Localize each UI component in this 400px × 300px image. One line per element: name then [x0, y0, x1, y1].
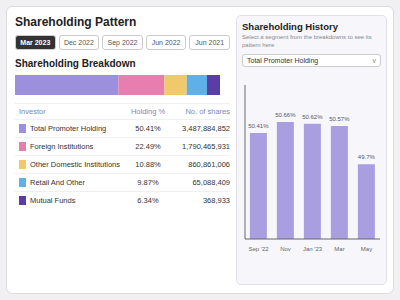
html-text:860,861,006: 860,861,006	[188, 160, 230, 169]
html-text:Other Domestic Institutions: Other Domestic Institutions	[30, 160, 120, 169]
svg-text:50.62%: 50.62%	[302, 114, 323, 120]
html-text:Investor: Investor	[19, 107, 46, 116]
html-text:1,790,465,931: 1,790,465,931	[182, 142, 230, 151]
html-text:Jun 2022: Jun 2022	[151, 39, 181, 46]
html-text:65,088,409: 65,088,409	[192, 178, 230, 187]
html-text:Foreign Institutions: Foreign Institutions	[30, 142, 94, 151]
svg-text:50.66%: 50.66%	[275, 112, 296, 118]
html-text:50.41%: 50.41%	[135, 124, 161, 133]
html-text:Total Promoter Holding: Total Promoter Holding	[247, 57, 319, 64]
svg-text:Sep '22: Sep '22	[248, 246, 269, 252]
html-text:Jun 2021: Jun 2021	[195, 39, 225, 46]
svg-text:Jan '23: Jan '23	[303, 246, 323, 252]
html-text:9.87%: 9.87%	[137, 178, 159, 187]
svg-text:49.7%: 49.7%	[358, 154, 376, 160]
svg-text:Nov: Nov	[280, 246, 291, 252]
html-text:6.34%: 6.34%	[137, 196, 159, 205]
html-text:Mutual Funds: Mutual Funds	[30, 196, 76, 205]
html-text:Sep 2022: Sep 2022	[107, 39, 138, 46]
html-text:Shareholding Breakdown: Shareholding Breakdown	[15, 58, 136, 69]
html-text:22.49%: 22.49%	[135, 142, 161, 151]
html-text:10.88%: 10.88%	[135, 160, 161, 169]
svg-text:May: May	[361, 246, 372, 252]
html-text:No. of shares: No. of shares	[185, 107, 230, 116]
html-text:Retail And Other: Retail And Other	[30, 178, 85, 187]
html-text:v: v	[372, 57, 376, 64]
html-text:Shareholding Pattern: Shareholding Pattern	[15, 15, 137, 29]
html-text:Dec 2022: Dec 2022	[63, 39, 94, 46]
svg-text:50.57%: 50.57%	[329, 116, 350, 122]
svg-text:50.41%: 50.41%	[248, 123, 269, 129]
html-text:Holding %: Holding %	[130, 107, 166, 116]
html-text:Shareholding History: Shareholding History	[242, 21, 339, 32]
svg-text:Mar: Mar	[334, 246, 344, 252]
html-text:368,933: 368,933	[202, 196, 230, 205]
html-text:Total Promoter Holding: Total Promoter Holding	[30, 124, 107, 133]
html-text:3,487,884,852: 3,487,884,852	[182, 124, 230, 133]
html-text:Mar 2023: Mar 2023	[20, 39, 51, 46]
html-text:Select a segment from the brea: Select a segment from the breakdowns to …	[242, 34, 372, 48]
